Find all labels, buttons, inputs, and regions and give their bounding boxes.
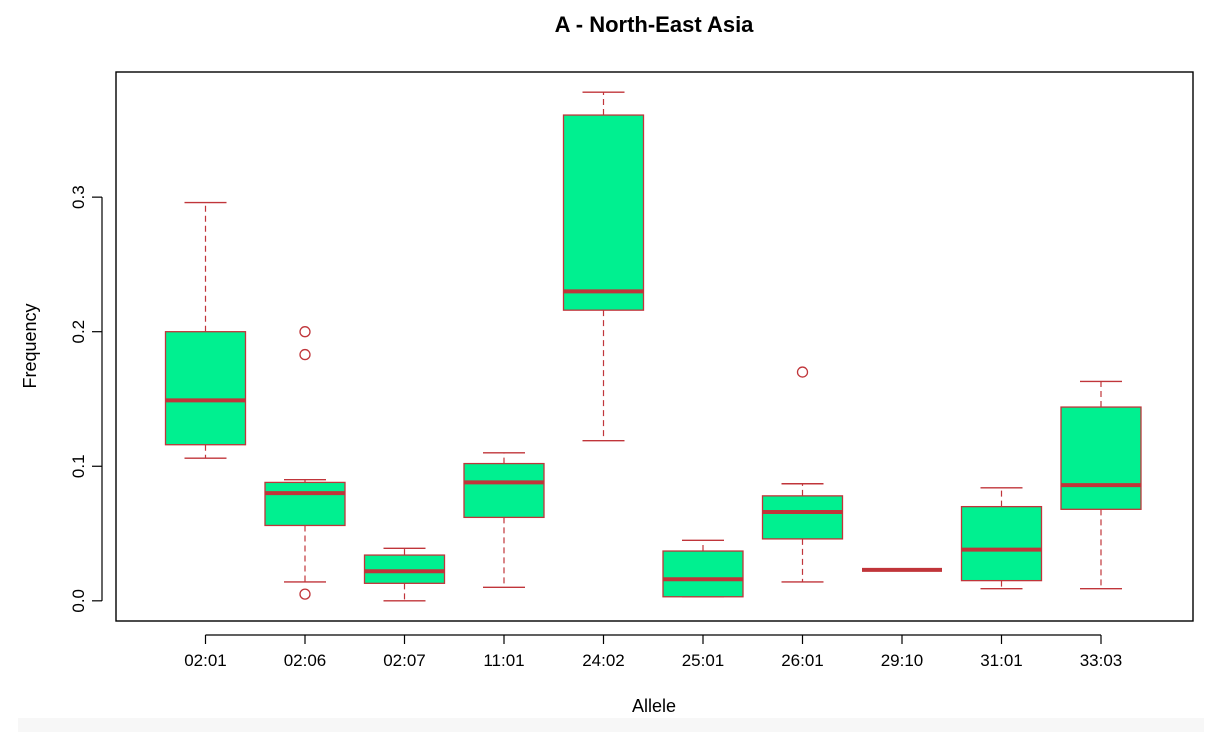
y-tick-label: 0.2: [69, 320, 88, 344]
iqr-box: [363, 554, 446, 584]
iqr-box: [960, 505, 1043, 582]
x-tick-label: 02:01: [184, 651, 227, 670]
y-axis-label: Frequency: [20, 303, 40, 388]
x-tick-label: 31:01: [980, 651, 1023, 670]
x-tick-label: 33:03: [1080, 651, 1123, 670]
chart-title: A - North-East Asia: [555, 12, 755, 37]
box-02-01: [164, 201, 247, 459]
outlier-point: [796, 366, 809, 378]
iqr-box: [1060, 406, 1142, 510]
y-axis: 0.0 0.1 0.2 0.3: [69, 185, 103, 613]
plot-frame: [115, 71, 1194, 622]
y-tick-label: 0.1: [69, 454, 88, 478]
x-tick-label: 29:10: [881, 651, 924, 670]
iqr-box: [264, 481, 346, 527]
box-26-01: [761, 366, 844, 583]
x-tick-label: 26:01: [781, 651, 824, 670]
box-33-03: [1060, 380, 1142, 590]
x-tick-label: 24:02: [582, 651, 625, 670]
y-tick-label: 0.3: [69, 185, 88, 209]
x-axis: 02:01 02:06 02:07 11:01 24:02 25:01 26:01 29:10…: [184, 634, 1123, 670]
outlier-point: [299, 326, 311, 338]
iqr-box: [463, 462, 545, 519]
box-11-01: [463, 452, 545, 589]
box-31-01: [960, 487, 1043, 590]
iqr-box: [761, 495, 844, 540]
x-tick-label: 02:07: [383, 651, 426, 670]
box-25-01: [662, 539, 744, 598]
x-axis-label: Allele: [632, 696, 676, 716]
footer-strip: [18, 718, 1204, 732]
outlier-point: [299, 588, 311, 600]
iqr-box: [662, 550, 744, 598]
iqr-box: [164, 331, 247, 446]
y-tick-label: 0.0: [69, 589, 88, 613]
x-tick-label: 25:01: [682, 651, 725, 670]
x-tick-label: 02:06: [284, 651, 327, 670]
box-series: [164, 91, 1142, 602]
x-tick-label: 11:01: [483, 651, 524, 670]
outlier-point: [299, 348, 311, 361]
box-02-06: [264, 326, 346, 600]
box-24-02: [562, 91, 645, 442]
iqr-box: [562, 114, 645, 311]
box-02-07: [363, 547, 446, 602]
